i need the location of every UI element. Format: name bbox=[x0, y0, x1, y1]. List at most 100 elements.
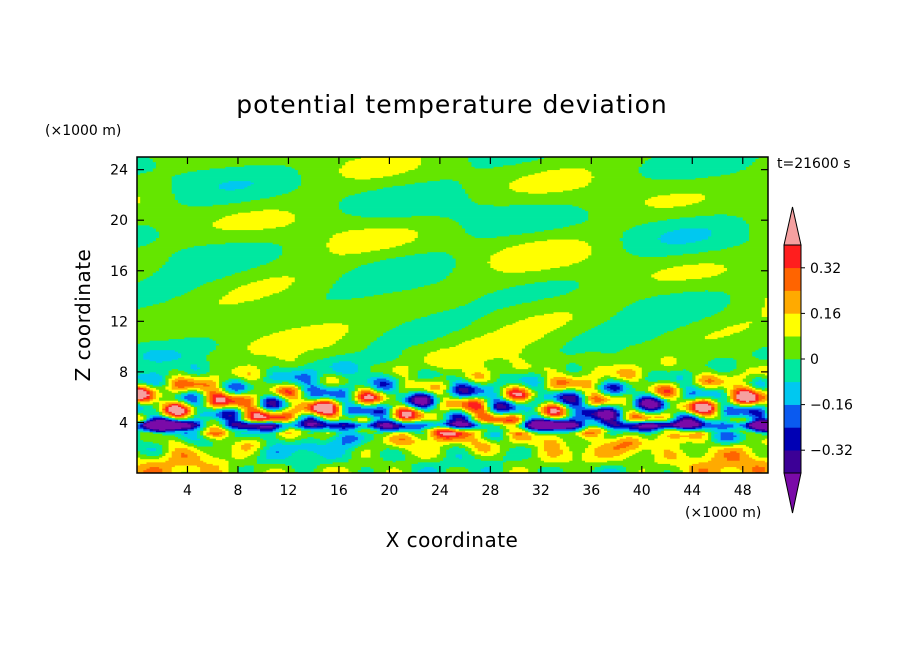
contour-cell bbox=[733, 400, 737, 403]
contour-cell bbox=[196, 444, 214, 447]
contour-cell bbox=[357, 367, 371, 370]
contour-cell bbox=[629, 471, 662, 473]
contour-cell bbox=[597, 414, 614, 417]
contour-cell bbox=[159, 457, 169, 460]
contour-cell bbox=[484, 405, 488, 408]
contour-cell bbox=[357, 400, 362, 403]
contour-cell bbox=[275, 384, 296, 387]
contour-cell bbox=[635, 389, 649, 392]
contour-cell bbox=[597, 433, 605, 436]
contour-cell bbox=[398, 378, 406, 381]
contour-cell bbox=[269, 447, 349, 450]
contour-cell bbox=[742, 471, 756, 473]
contour-cell bbox=[566, 416, 570, 419]
contour-cell bbox=[427, 340, 466, 343]
contour-cell bbox=[657, 395, 662, 398]
contour-cell bbox=[518, 416, 523, 419]
contour-cell bbox=[566, 408, 570, 411]
contour-cell bbox=[458, 384, 466, 387]
contour-cell bbox=[143, 427, 147, 430]
contour-cell bbox=[755, 400, 759, 403]
contour-cell bbox=[149, 449, 157, 452]
contour-cell bbox=[190, 401, 201, 404]
contour-cell bbox=[572, 458, 583, 461]
contour-cell bbox=[395, 442, 412, 445]
contour-cell bbox=[237, 412, 242, 415]
contour-cell bbox=[622, 307, 725, 310]
contour-cell bbox=[373, 411, 384, 414]
contour-cell bbox=[250, 398, 255, 401]
contour-cell bbox=[465, 326, 504, 329]
contour-cell bbox=[698, 417, 703, 420]
contour-cell bbox=[632, 397, 636, 400]
contour-cell bbox=[171, 405, 179, 408]
contour-cell bbox=[499, 394, 504, 396]
contour-cell bbox=[764, 392, 768, 395]
contour-cell bbox=[376, 405, 387, 408]
contour-cell bbox=[335, 438, 343, 441]
contour-cell bbox=[471, 384, 479, 387]
contour-cell bbox=[730, 450, 737, 453]
contour-cell bbox=[143, 417, 147, 420]
contour-cell bbox=[581, 455, 599, 458]
contour-cell bbox=[651, 449, 665, 452]
contour-cell bbox=[398, 373, 409, 376]
contour-cell bbox=[689, 433, 706, 436]
contour-cell bbox=[739, 430, 747, 433]
contour-cell bbox=[594, 384, 599, 387]
contour-cell bbox=[496, 411, 510, 414]
contour-cell bbox=[348, 329, 390, 332]
contour-cell bbox=[663, 397, 677, 400]
contour-cell bbox=[512, 403, 516, 406]
contour-cell bbox=[562, 389, 576, 392]
contour-cell bbox=[531, 454, 539, 457]
contour-cell bbox=[562, 394, 576, 396]
contour-cell bbox=[348, 330, 387, 333]
contour-cell bbox=[562, 412, 567, 415]
contour-cell bbox=[228, 468, 239, 471]
contour-cell bbox=[193, 378, 220, 381]
contour-cell bbox=[266, 457, 286, 460]
contour-cell bbox=[187, 403, 192, 406]
contour-cell bbox=[181, 420, 195, 423]
contour-cell bbox=[427, 428, 434, 431]
contour-cell bbox=[234, 433, 277, 436]
contour-cell bbox=[427, 406, 434, 409]
contour-cell bbox=[237, 468, 255, 471]
contour-cell bbox=[392, 375, 403, 378]
contour-cell bbox=[528, 387, 532, 390]
contour-cell bbox=[553, 311, 570, 314]
contour-cell bbox=[449, 392, 453, 395]
contour-cell bbox=[714, 395, 722, 398]
contour-cell bbox=[764, 373, 768, 376]
contour-cell bbox=[581, 420, 586, 423]
contour-cell bbox=[231, 382, 242, 385]
contour-cell bbox=[256, 400, 261, 403]
contour-cell bbox=[266, 455, 289, 458]
contour-cell bbox=[588, 397, 592, 400]
contour-cell bbox=[200, 394, 204, 396]
contour-cell bbox=[651, 433, 662, 436]
contour-cell bbox=[663, 431, 696, 434]
contour-cell bbox=[162, 360, 210, 363]
contour-cell bbox=[196, 465, 220, 468]
contour-cell bbox=[641, 442, 681, 445]
time-label: t=21600 s bbox=[777, 156, 851, 172]
contour-cell bbox=[704, 363, 737, 366]
contour-cell bbox=[521, 351, 564, 354]
contour-cell bbox=[704, 441, 715, 444]
contour-cell bbox=[357, 370, 371, 373]
contour-cell bbox=[433, 395, 438, 398]
contour-cell bbox=[209, 403, 214, 406]
contour-cell bbox=[761, 376, 768, 379]
contour-cell bbox=[244, 409, 248, 412]
contour-cell bbox=[575, 398, 580, 401]
contour-cell bbox=[443, 422, 447, 425]
contour-cell bbox=[461, 341, 532, 344]
contour-cell bbox=[436, 428, 450, 431]
contour-cell bbox=[465, 411, 469, 414]
contour-cell bbox=[137, 362, 210, 365]
contour-cell bbox=[616, 409, 621, 412]
contour-cell bbox=[528, 316, 573, 319]
contour-cell bbox=[140, 431, 154, 434]
